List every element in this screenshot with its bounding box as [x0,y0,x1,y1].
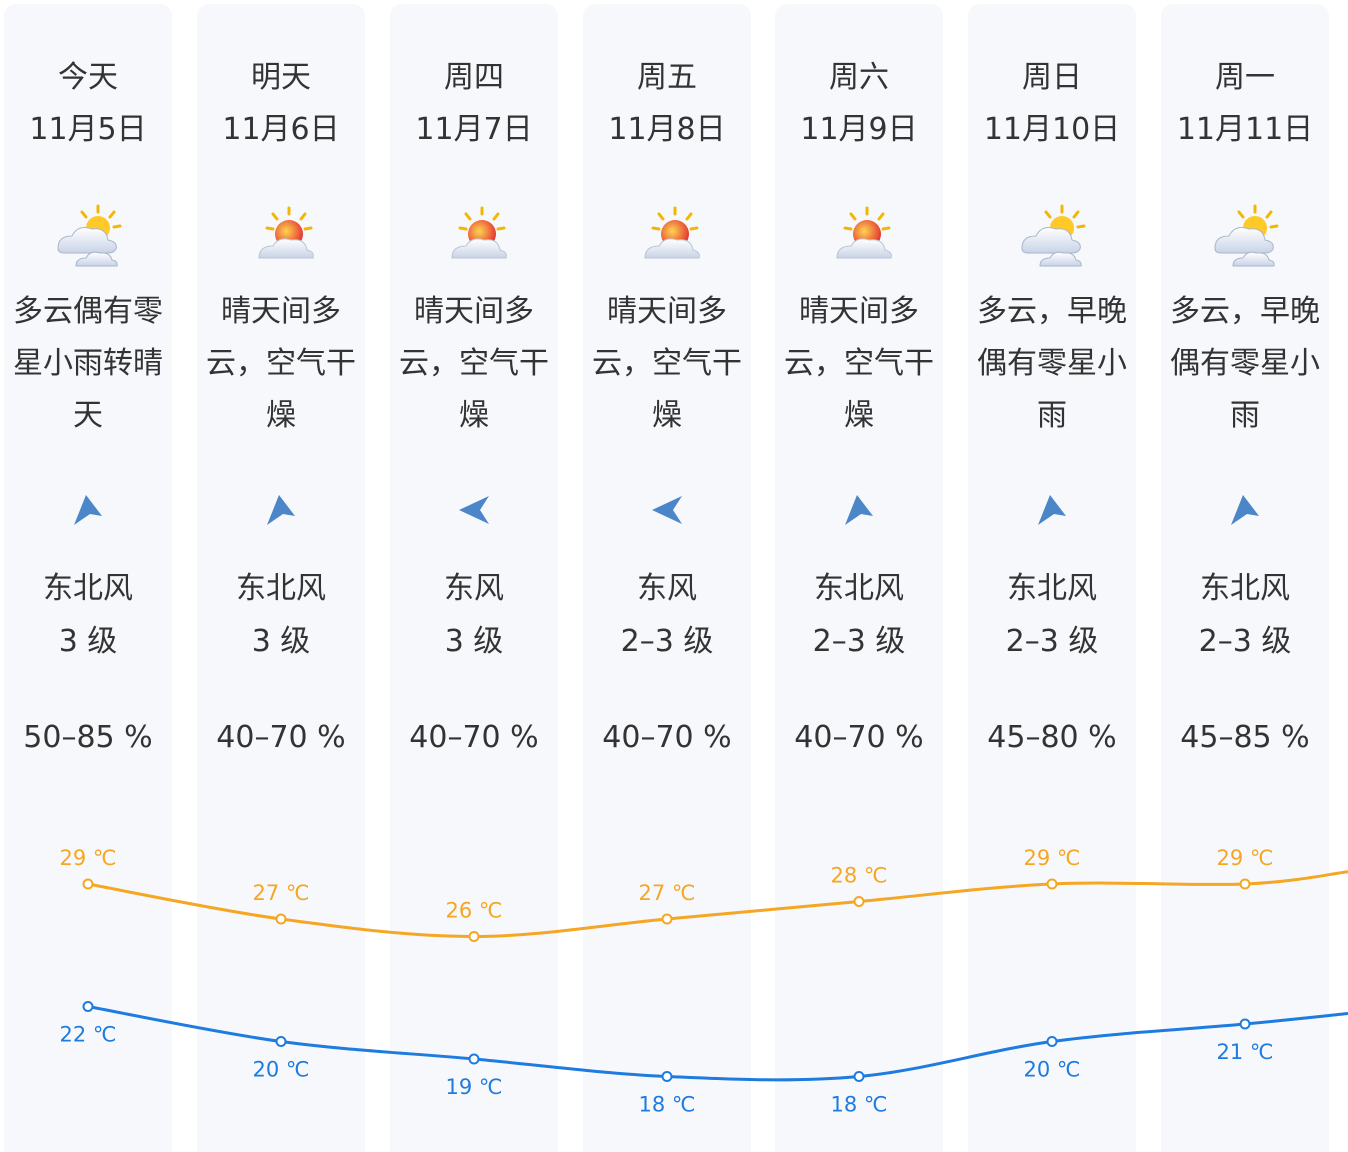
high-temp-label: 29 ℃ [60,846,117,870]
low-temp-line [87,1005,1348,1082]
day-column: 周五 11月8日 晴天间多云，空气干燥 东风 2–3 级 40–70 % [583,4,751,1152]
day-date: 11月7日 [415,112,533,147]
low-temp-label: 18 ℃ [639,1093,696,1117]
wind-level: 2–3 级 [620,624,714,659]
day-name: 周一 [1215,60,1275,95]
high-temp-point [661,913,673,925]
wind-direction: 东北风 [1200,571,1290,606]
high-temp-point [1239,878,1251,890]
day-column: 明天 11月6日 晴天间多云，空气干燥 东北风 3 级 40–70 % [197,4,365,1152]
wind-direction: 东北风 [236,571,326,606]
wind-level: 3 级 [444,624,504,659]
day-name: 周五 [637,60,697,95]
high-temp-label: 29 ℃ [1217,846,1274,870]
weather-description: 晴天间多云，空气干燥 [592,294,742,433]
day-column: 周一 11月11日 多云，早晚偶有零星小雨 东北风 2–3 级 45–85 % [1161,4,1329,1152]
wind-direction: 东北风 [1007,571,1097,606]
weather-description: 多云偶有零星小雨转晴天 [13,294,163,433]
day-column: 周四 11月7日 晴天间多云，空气干燥 东风 3 级 40–70 % [390,4,558,1152]
high-temp-point [1046,878,1058,890]
high-temp-label: 29 ℃ [1024,846,1081,870]
low-temp-label: 22 ℃ [60,1023,117,1047]
day-date: 11月10日 [983,112,1121,147]
day-column: 周六 11月9日 晴天间多云，空气干燥 东北风 2–3 级 40–70 % [775,4,943,1152]
humidity: 40–70 % [602,720,732,755]
low-temp-point [661,1071,673,1082]
weather-description: 晴天间多云，空气干燥 [399,294,549,433]
high-temp-label: 27 ℃ [253,881,310,905]
high-temp-point [468,931,480,942]
day-name: 明天 [251,60,311,95]
weather-description: 晴天间多云，空气干燥 [784,294,934,433]
day-name: 周六 [829,60,889,95]
day-date: 11月5日 [29,112,147,147]
wind-direction: 东风 [637,571,697,606]
day-date: 11月6日 [222,112,340,147]
weather-description: 多云，早晚偶有零星小雨 [977,294,1127,433]
low-temp-point [853,1071,865,1082]
day-column: 今天 11月5日 多云偶有零星小雨转晴天 东北风 3 级 50–85 % [4,4,172,1152]
wind-level: 2–3 级 [1005,624,1099,659]
wind-level: 2–3 级 [1198,624,1292,659]
day-date: 11月9日 [800,112,918,147]
humidity: 50–85 % [23,720,153,755]
low-temp-point [1046,1036,1058,1047]
high-temp-point [82,878,94,890]
low-temp-label: 21 ℃ [1217,1040,1274,1064]
low-temp-label: 18 ℃ [831,1093,888,1117]
humidity: 40–70 % [216,720,346,755]
weather-description: 晴天间多云，空气干燥 [206,294,356,433]
high-temp-label: 28 ℃ [831,864,888,888]
weather-description: 多云，早晚偶有零星小雨 [1170,294,1320,433]
high-temp-point [275,913,287,925]
high-temp-point [853,896,865,907]
day-date: 11月8日 [608,112,726,147]
low-temp-label: 19 ℃ [446,1075,503,1099]
day-column: 周日 11月10日 多云，早晚偶有零星小雨 东北风 2–3 级 45–80 % [968,4,1136,1152]
humidity: 45–80 % [987,720,1117,755]
day-date: 11月11日 [1176,112,1314,147]
low-temp-point [82,1001,94,1012]
low-temp-point [275,1036,287,1047]
high-temp-label: 26 ℃ [446,899,503,923]
high-temp-label: 27 ℃ [639,881,696,905]
humidity: 40–70 % [409,720,539,755]
wind-direction: 东北风 [43,571,133,606]
day-name: 周日 [1022,60,1082,95]
wind-direction: 东北风 [814,571,904,606]
humidity: 40–70 % [794,720,924,755]
humidity: 45–85 % [1180,720,1310,755]
wind-level: 2–3 级 [812,624,906,659]
low-temp-point [1239,1018,1251,1030]
wind-level: 3 级 [251,624,311,659]
wind-level: 3 级 [58,624,118,659]
low-temp-point [468,1053,480,1065]
day-name: 周四 [444,60,504,95]
low-temp-label: 20 ℃ [1024,1058,1081,1082]
day-name: 今天 [58,60,118,95]
wind-direction: 东风 [444,571,504,606]
low-temp-label: 20 ℃ [253,1058,310,1082]
